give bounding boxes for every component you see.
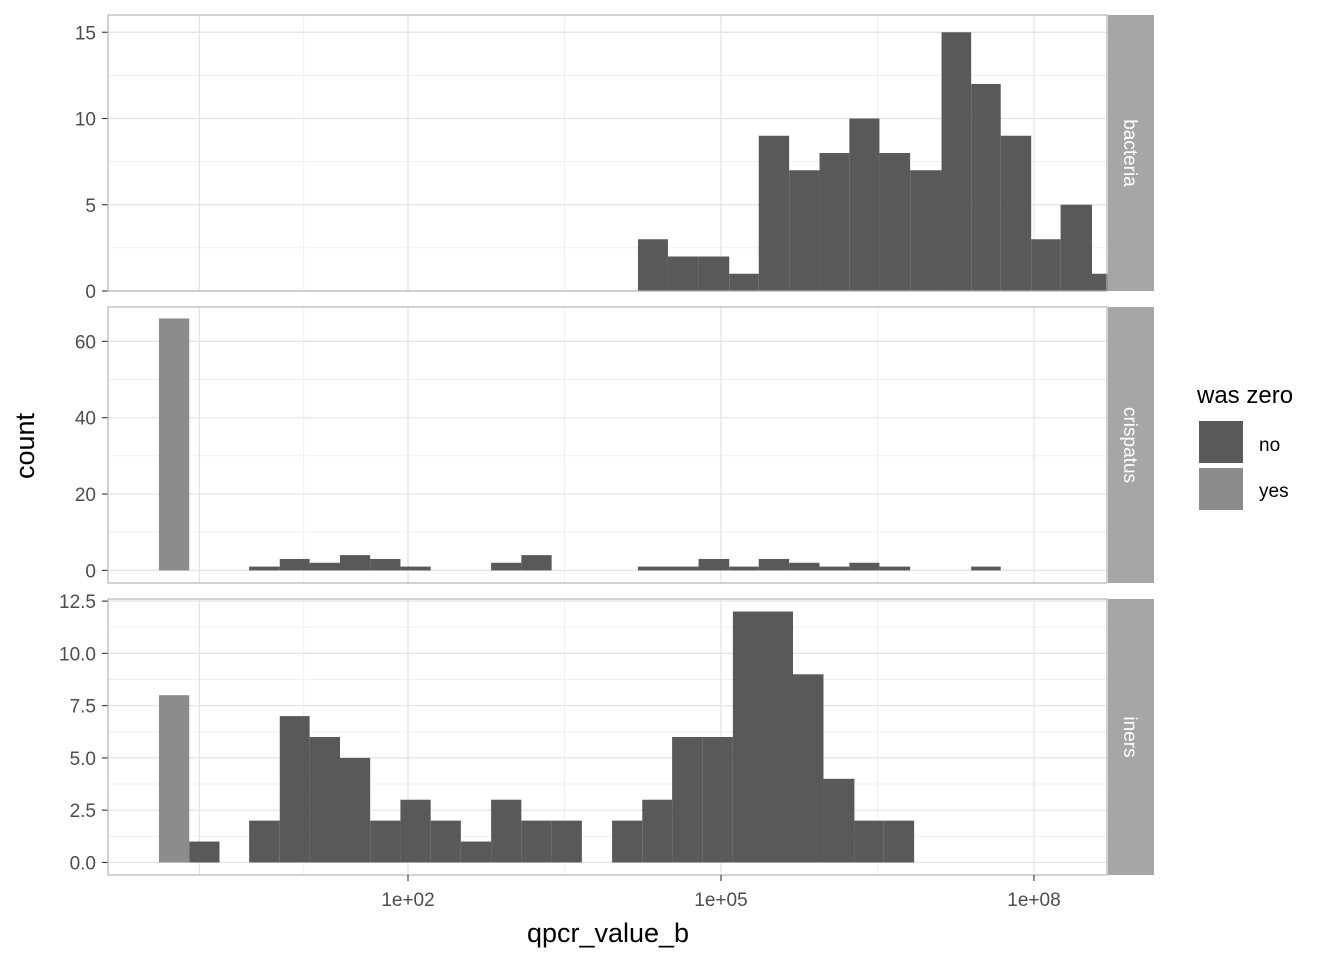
facet-strip-label: crispatus [1119,407,1140,483]
histogram-bar [789,562,820,571]
x-axis-title: qpcr_value_b [527,918,689,948]
histogram-bar [158,318,190,571]
facet-strip [1108,599,1154,875]
y-tick-label: 15 [75,23,96,44]
histogram-bar [370,558,401,571]
histogram-bar [637,239,668,291]
histogram-bar [249,820,280,863]
histogram-bar [819,566,850,571]
histogram-bar [612,820,643,863]
y-tick-label: 40 [75,409,96,430]
histogram-bar [189,841,220,863]
histogram-bar [460,841,492,863]
y-tick-label: 5 [85,196,96,217]
panel-border [107,14,1108,292]
histogram-bar [279,716,310,863]
y-tick-label: 7.5 [70,697,96,718]
y-tick-label: 10.0 [59,644,96,665]
y-tick-label: 0 [85,561,96,582]
x-tick-label: 1e+08 [1007,890,1060,911]
legend-title: was zero [1196,382,1293,409]
histogram-bar [879,153,911,291]
histogram-bar [849,118,880,291]
histogram-bar [642,799,673,863]
histogram-bar [971,566,1001,571]
histogram-bar [971,84,1001,291]
histogram-bar [758,135,790,291]
histogram-bar [309,737,341,863]
facet-panel-crispatus: 0 20 40 60 crispatus [75,306,1154,584]
legend-label-yes: yes [1259,481,1289,502]
histogram-bar [762,611,793,863]
histogram-bar [158,695,190,863]
histogram-bar [789,170,820,291]
panel-border [107,306,1108,584]
histogram-bar [400,799,431,863]
histogram-bar [879,566,911,571]
panels-layer: 0 5 10 15 bacteria 0 20 40 60 crispatus 0.0 2.5 5.0 7… [59,14,1154,911]
histogram-bar [729,273,759,291]
histogram-bar [430,820,461,863]
histogram-bar [400,566,431,571]
y-tick-label: 0.0 [70,853,96,874]
facet-panel-bacteria: 0 5 10 15 bacteria [75,14,1154,303]
histogram-bar [823,778,855,863]
facet-strip [1108,307,1154,583]
legend-label-no: no [1259,435,1280,456]
histogram-bar [491,562,522,571]
histogram-bar [698,558,730,571]
y-tick-label: 10 [75,110,96,131]
panel-border [107,598,1108,876]
histogram-bar [672,737,703,863]
histogram-bar [854,820,884,863]
histogram-bar [1060,204,1093,291]
histogram-bar [637,566,668,571]
histogram-bar [883,820,915,863]
histogram-bar [667,566,699,571]
histogram-bar [910,170,942,291]
y-tick-label: 5.0 [70,749,96,770]
histogram-bar [370,820,401,863]
histogram-bar [1000,135,1032,291]
histogram-bar [667,256,699,291]
histogram-bar [309,562,341,571]
histogram-bar [758,558,790,571]
histogram-bar [551,820,582,863]
panel-background [108,307,1107,583]
y-tick-label: 20 [75,485,96,506]
legend-key-yes [1199,468,1243,510]
histogram-bar [819,153,850,291]
histogram-bar [732,611,763,863]
y-tick-label: 60 [75,332,96,353]
histogram-bar [521,555,552,571]
histogram-bar [340,555,371,571]
histogram-bar [849,562,880,571]
legend-key-no [1199,421,1243,463]
histogram-bar [521,820,552,863]
histogram-bar [702,737,733,863]
histogram-bar [340,757,371,863]
histogram-bar [279,558,310,571]
legend: was zero no yes [1196,382,1293,510]
histogram-bar [792,674,824,863]
x-tick-label: 1e+05 [694,890,747,911]
histogram-bar [1031,239,1061,291]
histogram-bar [729,566,759,571]
x-tick-label: 1e+02 [381,890,434,911]
facet-panel-iners: 0.0 2.5 5.0 7.5 10.0 12.5 iners 1e+02 1e+05 1e+08 [59,592,1154,911]
histogram-bar [249,566,280,571]
facet-strip [1108,15,1154,291]
y-axis-title: count [10,412,40,479]
histogram-bar [491,799,522,863]
y-tick-label: 12.5 [59,592,96,613]
y-tick-label: 2.5 [70,801,96,822]
histogram-bar [698,256,730,291]
facet-strip-label: bacteria [1119,119,1140,187]
histogram-bar [941,32,972,291]
y-tick-label: 0 [85,282,96,303]
facet-strip-label: iners [1119,716,1140,757]
